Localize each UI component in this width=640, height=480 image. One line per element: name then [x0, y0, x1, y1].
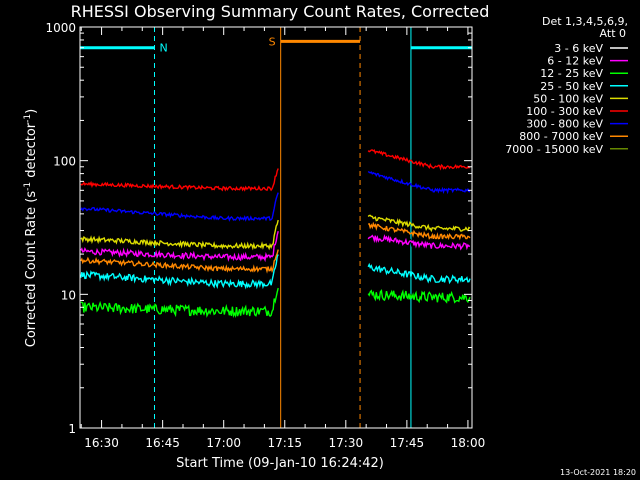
series-line-pre [80, 168, 279, 192]
series-line-pre [80, 287, 279, 319]
legend-label: 300 - 800 keV [526, 118, 603, 131]
y-axis-label-mid: detector [24, 122, 39, 182]
series-line-post [367, 149, 471, 171]
y-axis-label-end: ) [24, 109, 39, 114]
legend-header-line2: Att 0 [600, 27, 626, 40]
x-tick-label: 18:00 [451, 436, 486, 450]
legend-label: 100 - 300 keV [526, 105, 603, 118]
y-tick-label: 1000 [45, 21, 76, 35]
x-tick-label: 17:45 [390, 436, 425, 450]
series-line-pre [80, 192, 279, 222]
series-line-pre [80, 241, 279, 273]
series-line-post [367, 288, 471, 304]
y-tick-label: 10 [61, 288, 76, 302]
series-line-post [367, 234, 471, 251]
generated-timestamp: 13-Oct-2021 18:20 [560, 468, 636, 477]
legend-label: 800 - 7000 keV [519, 130, 603, 143]
series-line-post [367, 170, 471, 195]
y-tick-label: 1 [68, 422, 76, 436]
legend-header-line1: Det 1,3,4,5,6,9, [542, 15, 628, 28]
plot-frame [79, 26, 473, 429]
series-line-pre [80, 254, 279, 290]
x-tick-label: 17:15 [267, 436, 302, 450]
y-axis-label: Corrected Count Rate (s-1 detector-1) [23, 109, 39, 347]
series-line-pre [80, 219, 279, 251]
legend-label: 50 - 100 keV [533, 92, 603, 105]
series-line-pre [80, 249, 279, 274]
series-line-post [367, 214, 471, 233]
legend-label: 7000 - 15000 keV [505, 143, 603, 156]
y-tick-label: 100 [53, 155, 76, 169]
series-line-post [367, 221, 471, 241]
y-axis-label-sup1: -1 [23, 182, 33, 191]
y-axis-label-sup2: -1 [23, 114, 33, 123]
x-tick-label: 16:45 [145, 436, 180, 450]
legend-label: 12 - 25 keV [540, 67, 603, 80]
series-line-pre [80, 231, 279, 263]
night-label: N [159, 42, 167, 55]
x-tick-label: 17:30 [329, 436, 364, 450]
legend-label: 3 - 6 keV [554, 42, 603, 55]
x-tick-label: 16:30 [84, 436, 119, 450]
series-line-post [367, 262, 471, 285]
y-axis-label-main: Corrected Count Rate (s [24, 191, 39, 348]
x-tick-label: 17:00 [206, 436, 241, 450]
saa-label: S [269, 35, 276, 48]
chart-title: RHESSI Observing Summary Count Rates, Co… [71, 2, 490, 21]
legend-label: 6 - 12 keV [547, 55, 603, 68]
legend-label: 25 - 50 keV [540, 80, 603, 93]
x-axis-label: Start Time (09-Jan-10 16:24:42) [176, 456, 384, 471]
